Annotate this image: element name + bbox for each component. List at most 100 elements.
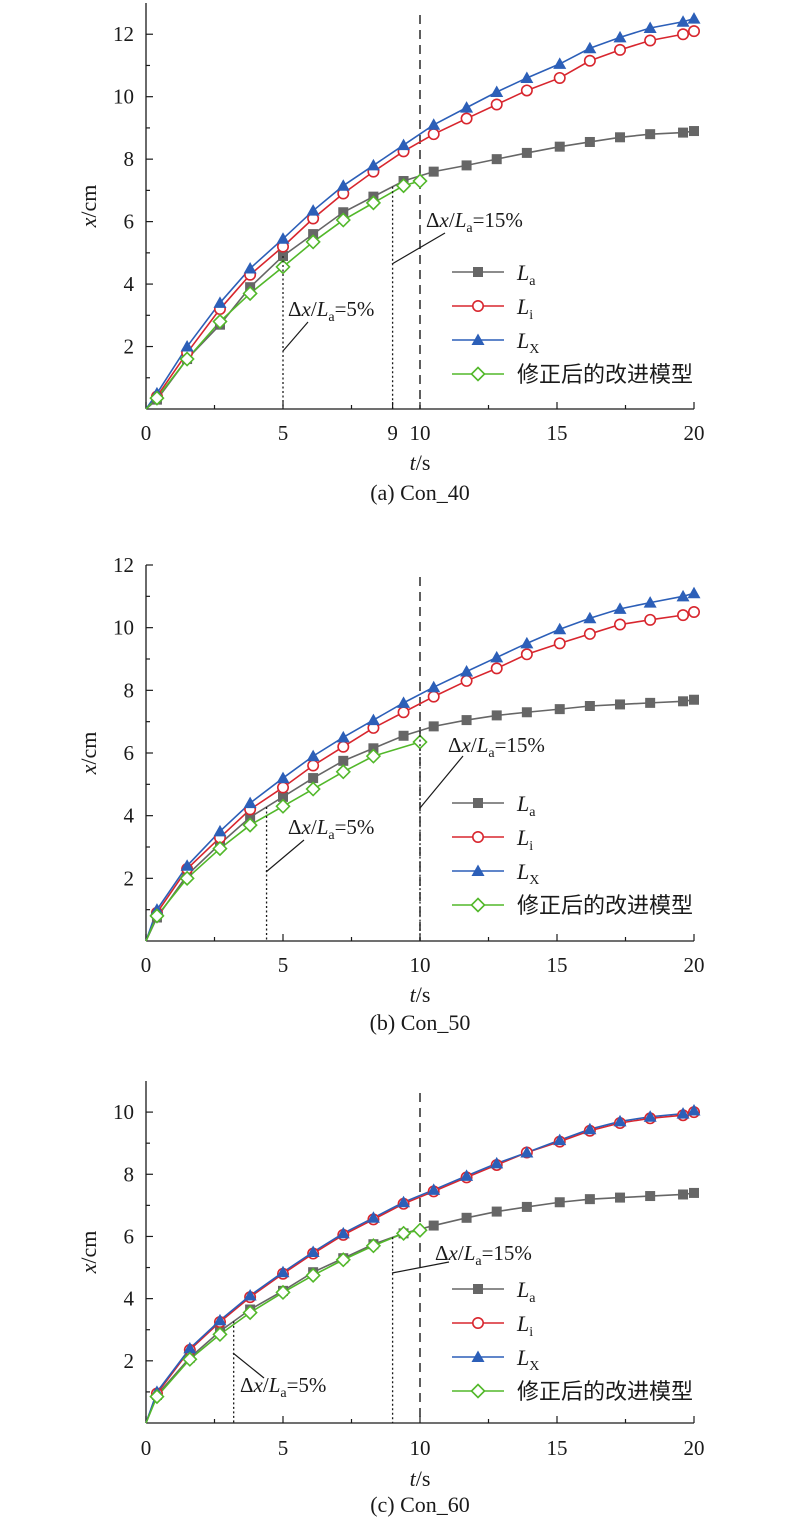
data-point-Li bbox=[553, 637, 566, 650]
annotation-leader-line bbox=[419, 755, 464, 809]
data-point-model bbox=[275, 798, 291, 814]
legend: La Li LX 修正后的改进模型 bbox=[452, 1277, 693, 1405]
data-point-model bbox=[335, 1252, 351, 1268]
data-point-La bbox=[428, 1220, 439, 1231]
data-point-La bbox=[428, 721, 439, 732]
data-point-La bbox=[615, 1192, 626, 1203]
data-point-Li bbox=[644, 613, 657, 626]
x-tick-label: 15 bbox=[547, 953, 568, 977]
x-axis-title: t/s bbox=[410, 1466, 431, 1491]
data-point-LX bbox=[553, 1133, 567, 1146]
x-axis-title: t/s bbox=[410, 982, 431, 1007]
legend: La Li LX 修正后的改进模型 bbox=[452, 260, 693, 388]
data-point-LX bbox=[306, 1245, 320, 1257]
data-point-La bbox=[491, 1206, 502, 1217]
data-point-Li bbox=[427, 690, 440, 703]
legend-marker-LX bbox=[471, 864, 485, 876]
data-point-model bbox=[242, 817, 258, 833]
series-line-model bbox=[145, 741, 421, 942]
data-point-La bbox=[245, 812, 256, 823]
data-point-LX bbox=[427, 680, 441, 693]
annotation-leader-line bbox=[282, 321, 309, 352]
data-point-model bbox=[179, 351, 195, 367]
x-axis-title: t/s bbox=[410, 450, 431, 475]
legend-marker-LX bbox=[471, 333, 485, 345]
data-point-model bbox=[149, 1388, 165, 1405]
data-point-model bbox=[395, 178, 412, 194]
data-point-La bbox=[521, 147, 532, 158]
chart-panel: 0 5 10 15 20 2 4 6 8 10 t/s x/cm (c) Con_60 Δx/La=5% Δ… bbox=[76, 1081, 705, 1517]
data-point-La bbox=[278, 791, 288, 802]
x-tick-label: 5 bbox=[278, 953, 289, 977]
data-point-LX bbox=[676, 15, 690, 27]
legend-marker-La bbox=[473, 798, 483, 808]
data-point-LX bbox=[180, 340, 194, 352]
data-point-LX bbox=[687, 12, 701, 24]
legend-label-Li: Li bbox=[516, 1311, 533, 1340]
data-point-model bbox=[149, 908, 165, 924]
data-point-LX bbox=[687, 586, 701, 599]
data-point-La bbox=[491, 154, 502, 165]
legend-label-La: La bbox=[516, 260, 536, 289]
y-tick-label: 12 bbox=[113, 553, 134, 577]
data-point-model bbox=[212, 1326, 228, 1343]
x-tick-label: 20 bbox=[684, 421, 705, 445]
data-point-La bbox=[308, 229, 319, 240]
data-point-model bbox=[182, 1351, 198, 1367]
legend-label-LX: LX bbox=[516, 328, 539, 357]
data-point-Li bbox=[583, 627, 596, 640]
annotation-15pct: Δx/La=15% bbox=[435, 1241, 532, 1269]
x-tick-label: 0 bbox=[141, 953, 152, 977]
data-point-LX bbox=[520, 71, 534, 83]
y-tick-label: 2 bbox=[124, 1349, 135, 1373]
data-point-LX bbox=[306, 749, 320, 762]
legend-marker-La bbox=[473, 267, 483, 277]
y-tick-label: 6 bbox=[124, 1224, 135, 1248]
legend-label-La: La bbox=[516, 1277, 536, 1306]
data-point-La bbox=[689, 126, 699, 137]
y-tick-label: 2 bbox=[124, 866, 135, 890]
annotation-15pct: Δx/La=15% bbox=[426, 208, 523, 236]
data-point-LX bbox=[276, 771, 290, 784]
legend-marker-La bbox=[473, 1284, 483, 1294]
annotation-leader-line bbox=[232, 1352, 265, 1379]
data-point-LX bbox=[397, 138, 411, 151]
data-point-LX bbox=[243, 261, 257, 274]
y-tick-label: 8 bbox=[124, 147, 135, 171]
data-point-model bbox=[305, 781, 321, 797]
data-point-model bbox=[149, 390, 165, 406]
data-point-Li bbox=[397, 706, 410, 719]
data-point-La bbox=[678, 127, 689, 138]
data-point-model bbox=[412, 734, 428, 750]
data-point-LX bbox=[427, 1183, 441, 1195]
legend-label-LX: LX bbox=[516, 1345, 539, 1374]
data-point-Li bbox=[490, 98, 503, 111]
data-point-LX bbox=[687, 1104, 701, 1116]
y-tick-label: 12 bbox=[113, 22, 134, 46]
legend-marker-Li bbox=[471, 830, 484, 843]
data-point-model bbox=[335, 212, 351, 228]
data-point-Li bbox=[644, 34, 657, 47]
data-point-LX bbox=[397, 696, 411, 708]
data-point-LX bbox=[613, 602, 627, 614]
data-point-La bbox=[554, 141, 565, 152]
annotation-15pct: Δx/La=15% bbox=[448, 733, 545, 761]
y-tick-label: 10 bbox=[113, 85, 134, 109]
data-point-LX bbox=[427, 118, 441, 130]
data-point-LX bbox=[460, 665, 474, 677]
y-tick-label: 8 bbox=[124, 678, 135, 702]
panel-caption: (a) Con_40 bbox=[370, 480, 470, 505]
data-point-model bbox=[179, 870, 195, 886]
x-tick-label: 20 bbox=[684, 1436, 705, 1460]
x-tick-label: 0 bbox=[141, 1436, 152, 1460]
data-point-La bbox=[689, 694, 699, 705]
legend-marker-Li bbox=[471, 299, 484, 312]
chart-panel: 0 5 9 10 15 20 2 4 6 8 10 12 t/s x/cm (a) Con_40 Δx/La=… bbox=[76, 3, 705, 505]
data-point-La bbox=[338, 207, 349, 218]
data-point-Li bbox=[614, 43, 627, 56]
data-point-LX bbox=[213, 824, 227, 837]
data-point-LX bbox=[243, 796, 257, 809]
data-point-model bbox=[412, 1222, 428, 1238]
data-point-La bbox=[645, 1191, 656, 1202]
y-tick-label: 2 bbox=[124, 335, 135, 359]
